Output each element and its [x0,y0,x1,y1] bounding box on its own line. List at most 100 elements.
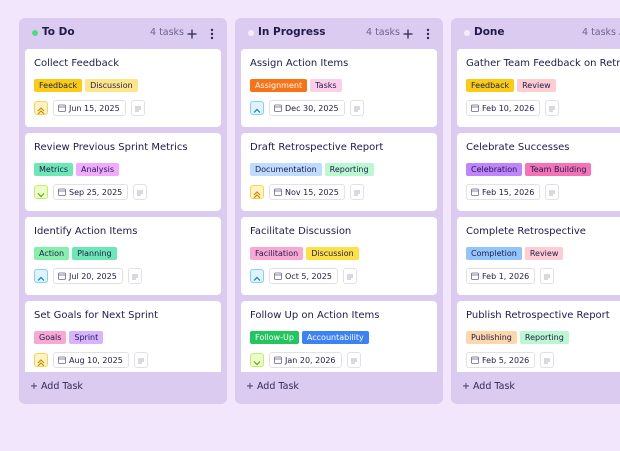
add-task-button[interactable]: + Add Task [246,381,299,392]
task-card[interactable]: Complete Retrospective Completion Review Fe… [457,217,620,295]
due-date: Feb 10, 2026 [466,100,541,116]
date-text: Feb 1, 2026 [482,271,530,281]
description-icon [127,268,142,284]
column-title: Done [474,26,505,38]
description-icon [349,184,364,200]
calendar-icon [274,104,282,112]
tag: Discussion [85,79,138,92]
column: To Do 4 tasks Collect Feedback Feedback Disc… [19,18,227,404]
due-date: Feb 15, 2026 [466,184,541,200]
task-card[interactable]: Assign Action Items Assignment Tasks Dec 30… [241,49,437,127]
card-meta: Feb 15, 2026 [466,184,560,200]
due-date: Jan 20, 2026 [269,352,342,368]
card-title: Gather Team Feedback on Retrospective [466,58,620,69]
task-card[interactable]: Celebrate Successes Celebration Team Build… [457,133,620,211]
description-icon [342,268,357,284]
priority-icon [34,101,48,115]
tag-row: Feedback Review [466,79,556,92]
card-title: Review Previous Sprint Metrics [34,142,188,153]
tag-row: Completion Review [466,247,564,260]
tag: Discussion [306,247,359,260]
menu-button[interactable] [421,26,435,40]
description-icon [346,352,361,368]
add-button[interactable] [185,26,199,40]
description-icon [540,268,555,284]
task-card[interactable]: Review Previous Sprint Metrics Metrics Ana… [25,133,221,211]
task-card[interactable]: Set Goals for Next Sprint Goals Sprint Aug … [25,301,221,372]
card-title: Identify Action Items [34,226,138,237]
card-title: Set Goals for Next Sprint [34,310,159,321]
status-dot [464,30,470,36]
tag-row: Facilitation Discussion [250,247,359,260]
status-dot [32,30,38,36]
due-date: Feb 1, 2026 [466,268,536,284]
description-icon [133,184,148,200]
tag: Metrics [34,163,74,176]
tag-row: Action Planning [34,247,117,260]
date-text: Aug 10, 2025 [69,355,123,365]
tag: Reporting [324,163,374,176]
card-title: Assign Action Items [250,58,349,69]
task-card[interactable]: Facilitate Discussion Facilitation Discuss… [241,217,437,295]
tag: Feedback [466,79,515,92]
date-text: Sep 25, 2025 [69,187,123,197]
card-title: Follow Up on Action Items [250,310,380,321]
due-date: Jul 20, 2025 [53,268,123,284]
add-task-button[interactable]: + Add Task [462,381,515,392]
due-date: Jun 15, 2025 [53,100,126,116]
tag: Completion [466,247,522,260]
description-icon [540,352,555,368]
due-date: Dec 30, 2025 [269,100,345,116]
card-meta: Feb 1, 2026 [466,268,555,284]
tag: Review [517,79,556,92]
tag-row: Feedback Discussion [34,79,138,92]
priority-icon [34,185,48,199]
date-text: Jun 15, 2025 [69,103,120,113]
priority-icon [250,353,264,367]
tag: Tasks [310,79,342,92]
tag: Review [524,247,564,260]
tag: Sprint [69,331,104,344]
task-card[interactable]: Publish Retrospective Report Publishing Re… [457,301,620,372]
description-icon [545,100,560,116]
priority-icon [250,269,264,283]
due-date: Nov 15, 2025 [269,184,345,200]
task-card[interactable]: Draft Retrospective Report Documentation R… [241,133,437,211]
calendar-icon [58,356,66,364]
tag-row: Metrics Analysis [34,163,120,176]
priority-icon [250,185,264,199]
column: In Progress 4 tasks Assign Action Items Ass… [235,18,443,404]
calendar-icon [58,104,66,112]
column-title: To Do [42,26,75,38]
card-meta: Dec 30, 2025 [250,100,364,116]
add-button[interactable] [401,26,415,40]
tag: Facilitation [250,247,304,260]
card-title: Complete Retrospective [466,226,586,237]
due-date: Sep 25, 2025 [53,184,129,200]
calendar-icon [471,104,479,112]
tag-row: Documentation Reporting [250,163,374,176]
task-card[interactable]: Collect Feedback Feedback Discussion Jun 15… [25,49,221,127]
card-list: Gather Team Feedback on Retrospective Fee… [451,49,620,372]
tag: Celebration [466,163,523,176]
column: Done 4 tasks Gather Team Feedback on Retro… [451,18,620,404]
column-header: To Do 4 tasks [19,18,227,49]
calendar-icon [274,188,282,196]
task-card[interactable]: Follow Up on Action Items Follow-Up Accoun… [241,301,437,372]
tag: Follow-Up [250,331,299,344]
card-meta: Sep 25, 2025 [34,184,148,200]
due-date: Oct 5, 2025 [269,268,338,284]
task-count: 4 tasks [582,27,617,38]
tag: Reporting [519,331,569,344]
task-card[interactable]: Gather Team Feedback on Retrospective Fee… [457,49,620,127]
card-meta: Jun 15, 2025 [34,100,145,116]
tag: Goals [34,331,67,344]
calendar-icon [58,272,66,280]
tag: Team Building [525,163,592,176]
task-card[interactable]: Identify Action Items Action Planning Jul 2… [25,217,221,295]
menu-button[interactable] [205,26,219,40]
date-text: Oct 5, 2025 [285,271,332,281]
card-meta: Jul 20, 2025 [34,268,142,284]
add-task-button[interactable]: + Add Task [30,381,83,392]
date-text: Dec 30, 2025 [285,103,339,113]
